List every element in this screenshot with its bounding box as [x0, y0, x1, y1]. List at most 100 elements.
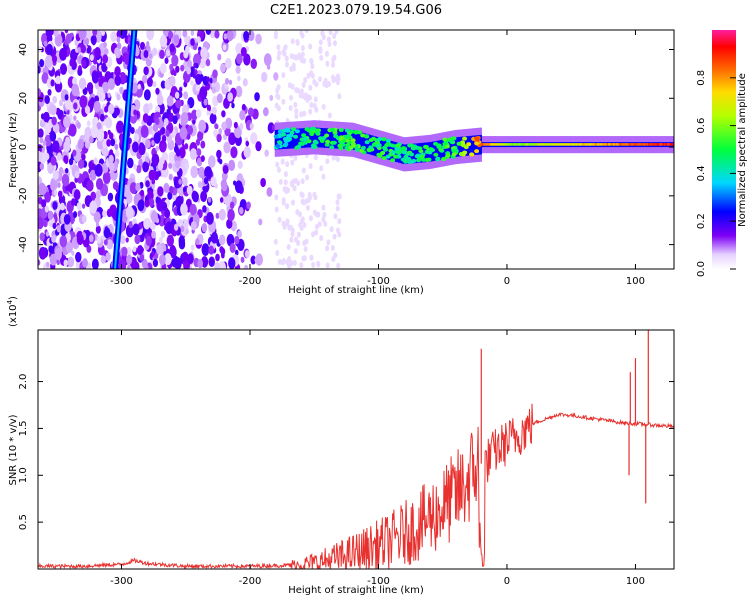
tone-core [580, 143, 583, 146]
noise-cell [57, 182, 61, 188]
noise-cell [294, 236, 299, 243]
tone-cell [445, 153, 451, 158]
noise-cell [151, 140, 155, 146]
tone-core [577, 143, 580, 146]
noise-cell [169, 244, 176, 256]
noise-cell [127, 157, 134, 169]
noise-cell [95, 225, 101, 234]
tone-cell [433, 141, 439, 146]
noise-cell [92, 30, 98, 37]
snr-frame [37, 329, 675, 570]
tone-band [331, 128, 334, 149]
tone-core [492, 143, 495, 146]
noise-cell [81, 203, 86, 209]
tone-cell [357, 130, 363, 135]
noise-cell [297, 52, 302, 59]
noise-cell [175, 65, 180, 73]
noise-cell [186, 66, 192, 75]
noise-cell [220, 247, 226, 256]
noise-cell [145, 235, 152, 247]
noise-cell [107, 92, 111, 99]
tone-core [582, 143, 585, 146]
tone-core [652, 143, 656, 146]
noise-cell [46, 43, 53, 55]
noise-cell [332, 233, 337, 240]
noise-cell [157, 161, 164, 171]
tone-band [316, 127, 319, 148]
noise-cell [337, 218, 342, 225]
noise-cell [139, 41, 146, 51]
noise-cell [289, 53, 294, 60]
tone-band [310, 127, 313, 148]
noise-cell [302, 110, 307, 117]
noise-cell [121, 246, 128, 257]
noise-cell [299, 191, 304, 198]
noise-cell [241, 103, 246, 111]
tone-core [531, 143, 534, 146]
tone-core [518, 143, 522, 146]
noise-cell [101, 30, 106, 36]
noise-cell [119, 86, 124, 95]
tone-cell [385, 138, 391, 143]
tone-core [642, 143, 645, 146]
noise-cell [58, 99, 64, 107]
noise-cell [255, 253, 263, 266]
tone-band [470, 135, 473, 156]
noise-cell [128, 221, 133, 229]
tone-core [566, 143, 569, 146]
tone-cell [344, 146, 350, 151]
noise-cell [300, 32, 305, 39]
tone-cell [349, 129, 355, 134]
noise-cell [102, 209, 107, 218]
noise-cell [47, 88, 52, 96]
noise-cell [310, 63, 315, 70]
noise-cell [283, 171, 288, 178]
noise-cell [183, 50, 189, 59]
tone-cell [325, 139, 331, 144]
noise-cell [243, 53, 251, 66]
noise-cell [134, 234, 141, 245]
noise-cell [235, 85, 243, 98]
noise-cell [38, 246, 47, 260]
tone-core [629, 143, 633, 146]
snr-panel: -300 -200 -100 0 100 0.5 1.0 1.5 2.0 Height of … [6, 296, 675, 596]
snr-x-label: Height of straight line (km) [288, 585, 424, 596]
tone-core [635, 143, 639, 146]
noise-cell [207, 155, 216, 168]
noise-cell [320, 30, 325, 37]
noise-cell [215, 253, 220, 262]
noise-cell [86, 82, 94, 93]
noise-cell [152, 258, 159, 268]
noise-cell [173, 223, 179, 231]
noise-cell [222, 164, 229, 174]
noise-cell [158, 236, 163, 244]
noise-cell [118, 259, 127, 269]
noise-cell [129, 182, 138, 195]
noise-cell [132, 223, 140, 236]
tone-core [487, 143, 491, 146]
noise-cell [240, 256, 245, 263]
tone-band [354, 130, 358, 151]
tone-band [280, 129, 284, 150]
noise-cell [240, 46, 247, 57]
noise-cell [334, 30, 339, 35]
noise-cell [318, 39, 323, 46]
tone-band [415, 143, 418, 164]
noise-cell [333, 213, 338, 220]
noise-cell [293, 248, 298, 255]
noise-cell [71, 250, 75, 256]
tone-core [480, 143, 483, 146]
noise-cell [306, 72, 311, 79]
tone-core [623, 143, 626, 146]
noise-cell [174, 257, 182, 269]
noise-cell [295, 209, 300, 216]
noise-cell [242, 78, 248, 87]
noise-cell [174, 91, 180, 99]
noise-cell [94, 47, 101, 58]
noise-cell [125, 206, 134, 219]
noise-cell [41, 72, 49, 84]
noise-cell [54, 247, 63, 261]
tone-core [552, 143, 555, 146]
noise-cell [156, 244, 163, 255]
noise-cell [200, 190, 208, 203]
